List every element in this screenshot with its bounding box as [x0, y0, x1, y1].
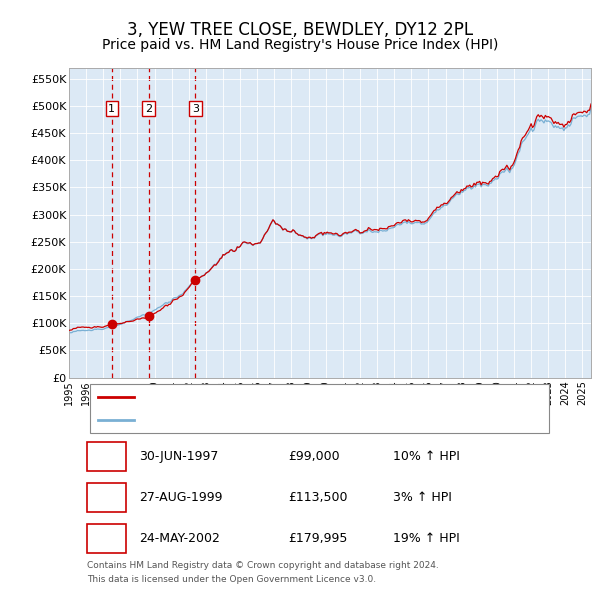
FancyBboxPatch shape	[87, 524, 127, 553]
Text: £113,500: £113,500	[288, 491, 348, 504]
Text: 1: 1	[108, 104, 115, 114]
Text: 3: 3	[103, 532, 111, 545]
FancyBboxPatch shape	[90, 384, 549, 433]
FancyBboxPatch shape	[87, 441, 127, 471]
Text: HPI: Average price, detached house, Wyre Forest: HPI: Average price, detached house, Wyre…	[142, 415, 415, 425]
Text: £99,000: £99,000	[288, 450, 340, 463]
Text: 19% ↑ HPI: 19% ↑ HPI	[392, 532, 460, 545]
Text: 30-JUN-1997: 30-JUN-1997	[139, 450, 219, 463]
Text: This data is licensed under the Open Government Licence v3.0.: This data is licensed under the Open Gov…	[87, 575, 376, 585]
Text: 3% ↑ HPI: 3% ↑ HPI	[392, 491, 452, 504]
Text: 27-AUG-1999: 27-AUG-1999	[139, 491, 223, 504]
Text: 2: 2	[145, 104, 152, 114]
Text: 2: 2	[103, 491, 111, 504]
Text: 24-MAY-2002: 24-MAY-2002	[139, 532, 220, 545]
Text: 3, YEW TREE CLOSE, BEWDLEY, DY12 2PL (detached house): 3, YEW TREE CLOSE, BEWDLEY, DY12 2PL (de…	[142, 392, 475, 402]
Text: 3: 3	[192, 104, 199, 114]
Text: £179,995: £179,995	[288, 532, 347, 545]
Text: 3, YEW TREE CLOSE, BEWDLEY, DY12 2PL: 3, YEW TREE CLOSE, BEWDLEY, DY12 2PL	[127, 21, 473, 39]
Text: Contains HM Land Registry data © Crown copyright and database right 2024.: Contains HM Land Registry data © Crown c…	[87, 561, 439, 570]
Text: 10% ↑ HPI: 10% ↑ HPI	[392, 450, 460, 463]
Text: 1: 1	[103, 450, 111, 463]
FancyBboxPatch shape	[87, 483, 127, 512]
Text: Price paid vs. HM Land Registry's House Price Index (HPI): Price paid vs. HM Land Registry's House …	[102, 38, 498, 53]
